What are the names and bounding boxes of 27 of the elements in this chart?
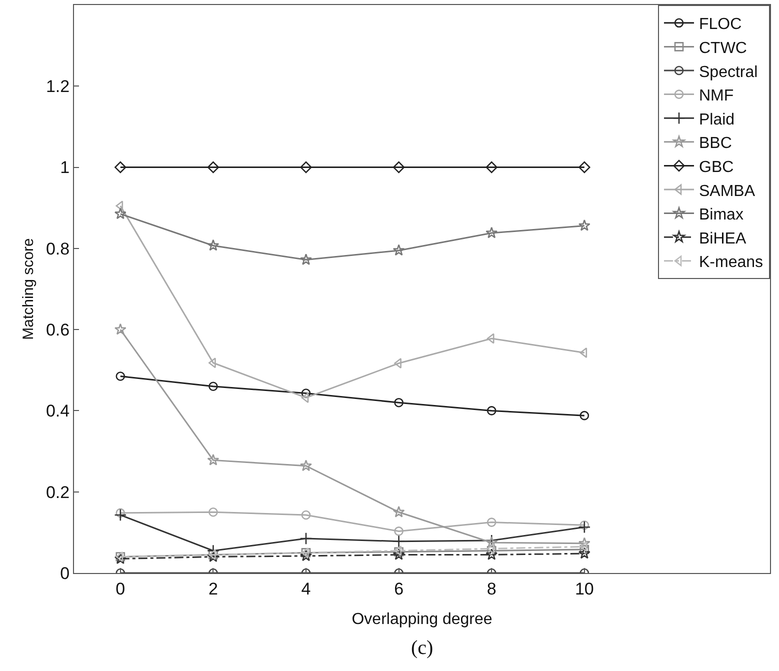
y-tick-label: 0.8 (46, 239, 70, 258)
x-tick-label: 4 (301, 579, 311, 598)
x-axis-title: Overlapping degree (352, 611, 492, 628)
x-tick-label: 6 (394, 579, 404, 598)
text: (c) (411, 637, 434, 659)
x-tick-label: 0 (116, 579, 126, 598)
legend-label: Spectral (699, 64, 758, 81)
legend-label: GBC (699, 158, 734, 176)
y-tick-label: 1 (60, 158, 70, 178)
legend-label: FLOC (699, 16, 742, 34)
legend-label: K-means (699, 254, 764, 272)
y-tick-label: 1.2 (46, 77, 70, 96)
x-tick-label: 8 (486, 579, 496, 598)
y-tick-label: 0.6 (46, 320, 70, 340)
y-axis-title: Matching score (20, 238, 38, 340)
x-tick-label: 2 (208, 579, 218, 598)
legend-label: BiHEA (699, 230, 746, 248)
y-tick-label: 0.4 (46, 402, 70, 421)
legend-label: Plaid (699, 111, 735, 128)
legend-label: BBC (699, 135, 732, 152)
x-tick-label: 10 (574, 579, 594, 598)
legend-label: Bimax (699, 206, 744, 224)
legend-label: SAMBA (699, 182, 756, 200)
legend-label: NMF (699, 88, 734, 105)
y-tick-label: 0 (60, 564, 70, 583)
legend-label: CTWC (699, 40, 747, 57)
y-tick-label: 0.2 (46, 482, 70, 502)
